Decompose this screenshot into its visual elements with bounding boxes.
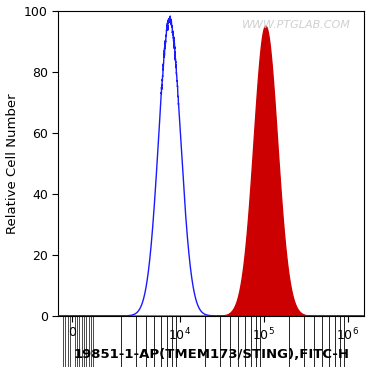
Text: WWW.PTGLAB.COM: WWW.PTGLAB.COM [242, 20, 351, 30]
Y-axis label: Relative Cell Number: Relative Cell Number [6, 93, 18, 233]
X-axis label: 19851-1-AP(TMEM173/STING),FITC-H: 19851-1-AP(TMEM173/STING),FITC-H [73, 348, 349, 361]
